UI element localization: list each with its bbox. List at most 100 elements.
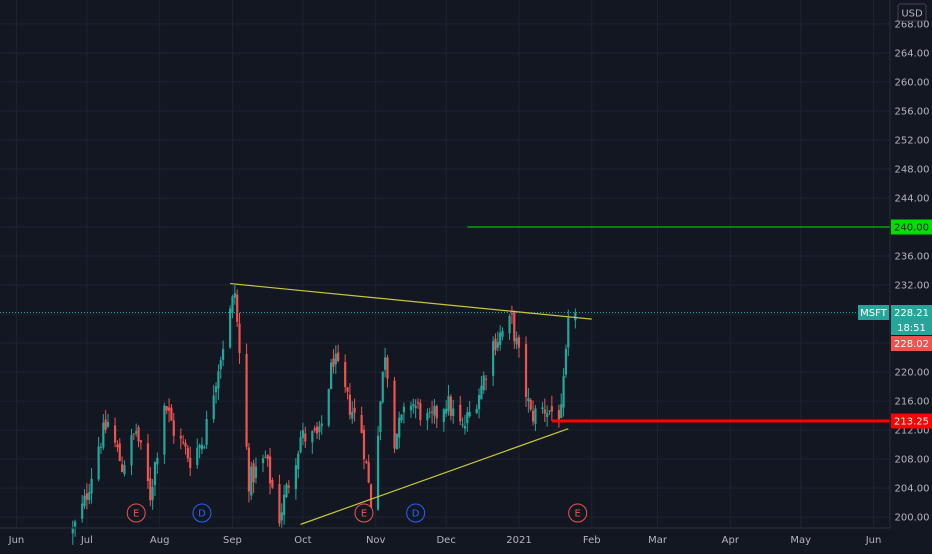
candle (268, 447, 272, 495)
candle (170, 404, 173, 421)
resistance-badge: 240.00 (891, 219, 932, 235)
candle (435, 404, 438, 429)
candle (546, 405, 549, 427)
candle (285, 482, 288, 499)
candle (304, 426, 307, 448)
earnings-marker[interactable]: E (568, 503, 588, 523)
candle (320, 415, 323, 435)
candle (146, 433, 150, 489)
candle (132, 433, 135, 440)
candle (238, 312, 241, 364)
candle (468, 400, 471, 419)
candle (83, 489, 86, 509)
x-tick-label: Jul (80, 535, 93, 546)
x-tick-label: Sep (223, 535, 242, 546)
y-tick-label: 244.00 (895, 194, 930, 205)
candle (149, 466, 152, 507)
x-tick-label: Mar (648, 535, 668, 546)
candle (447, 384, 450, 416)
earnings-marker[interactable]: E (354, 503, 374, 523)
candle (376, 425, 380, 511)
candle (344, 354, 347, 393)
candle (327, 388, 330, 428)
y-tick-label: 260.00 (895, 77, 930, 88)
candle (287, 480, 290, 494)
candle (189, 446, 192, 477)
upper-trendline[interactable] (230, 282, 592, 320)
candle (219, 356, 222, 379)
dividend-marker-label: D (412, 509, 420, 520)
candle (362, 425, 366, 470)
candle (315, 422, 319, 439)
candle (459, 395, 462, 426)
y-tick-label: 216.00 (895, 397, 930, 408)
annotations[interactable] (0, 226, 890, 525)
candle (433, 398, 436, 424)
candle (283, 485, 286, 525)
resistance-badge-text: 240.00 (894, 223, 929, 234)
y-tick-label: 264.00 (895, 48, 930, 59)
candle (297, 450, 300, 479)
candle (214, 382, 218, 404)
candle (557, 404, 560, 428)
time-axis[interactable]: Jun Jul Aug Sep Oct Nov Dec 2021 Feb Mar Apr May Jun (0, 527, 890, 546)
candle (430, 400, 434, 424)
candle (384, 347, 387, 378)
y-tick-label: 232.00 (895, 281, 930, 292)
candle (182, 435, 185, 445)
candle (264, 450, 267, 459)
candle (527, 387, 530, 413)
candle (233, 285, 236, 305)
earnings-marker-label: E (133, 509, 139, 520)
candle (123, 460, 126, 477)
candle (200, 437, 204, 454)
candle (90, 468, 93, 504)
candle (301, 422, 305, 446)
candle (494, 333, 497, 356)
candle (386, 354, 389, 388)
currency-label[interactable]: USD (897, 3, 927, 22)
earnings-marker[interactable]: E (126, 503, 146, 523)
candle (156, 452, 159, 474)
candle (412, 398, 415, 414)
candle (449, 394, 452, 421)
price-axis[interactable]: 200.00204.00208.00212.00216.00220.00224.… (889, 0, 932, 528)
y-tick-label: 248.00 (895, 164, 930, 175)
candle (381, 371, 384, 404)
candle (414, 399, 417, 419)
candle (85, 483, 88, 510)
candle (311, 430, 314, 454)
candle (348, 383, 351, 420)
x-tick-label: Oct (294, 535, 311, 546)
dividend-marker[interactable]: D (192, 503, 212, 523)
candle (139, 440, 142, 450)
candle (513, 310, 516, 349)
candle (400, 413, 403, 424)
prev-close-badge: 228.02 (891, 336, 932, 352)
candle (461, 417, 464, 428)
y-tick-label: 208.00 (895, 455, 930, 466)
candle (452, 399, 455, 424)
dividend-marker[interactable]: D (406, 503, 426, 523)
candle (294, 457, 297, 500)
support-badge-text: 213.25 (894, 417, 929, 428)
last-price-badge-text: 228.21 (894, 308, 929, 319)
x-tick-label: Jun (8, 535, 25, 546)
candle (398, 411, 401, 449)
candle (517, 334, 521, 358)
lower-trendline[interactable] (300, 428, 569, 525)
candle (492, 336, 495, 386)
candle (543, 398, 546, 423)
candle (475, 404, 478, 415)
candle (496, 331, 499, 352)
y-tick-label: 236.00 (895, 252, 930, 263)
candle (113, 417, 117, 448)
candle (250, 461, 253, 500)
candle (184, 439, 187, 455)
symbol-badge: MSFT (858, 305, 889, 321)
candle (163, 402, 166, 464)
candle (153, 461, 157, 496)
